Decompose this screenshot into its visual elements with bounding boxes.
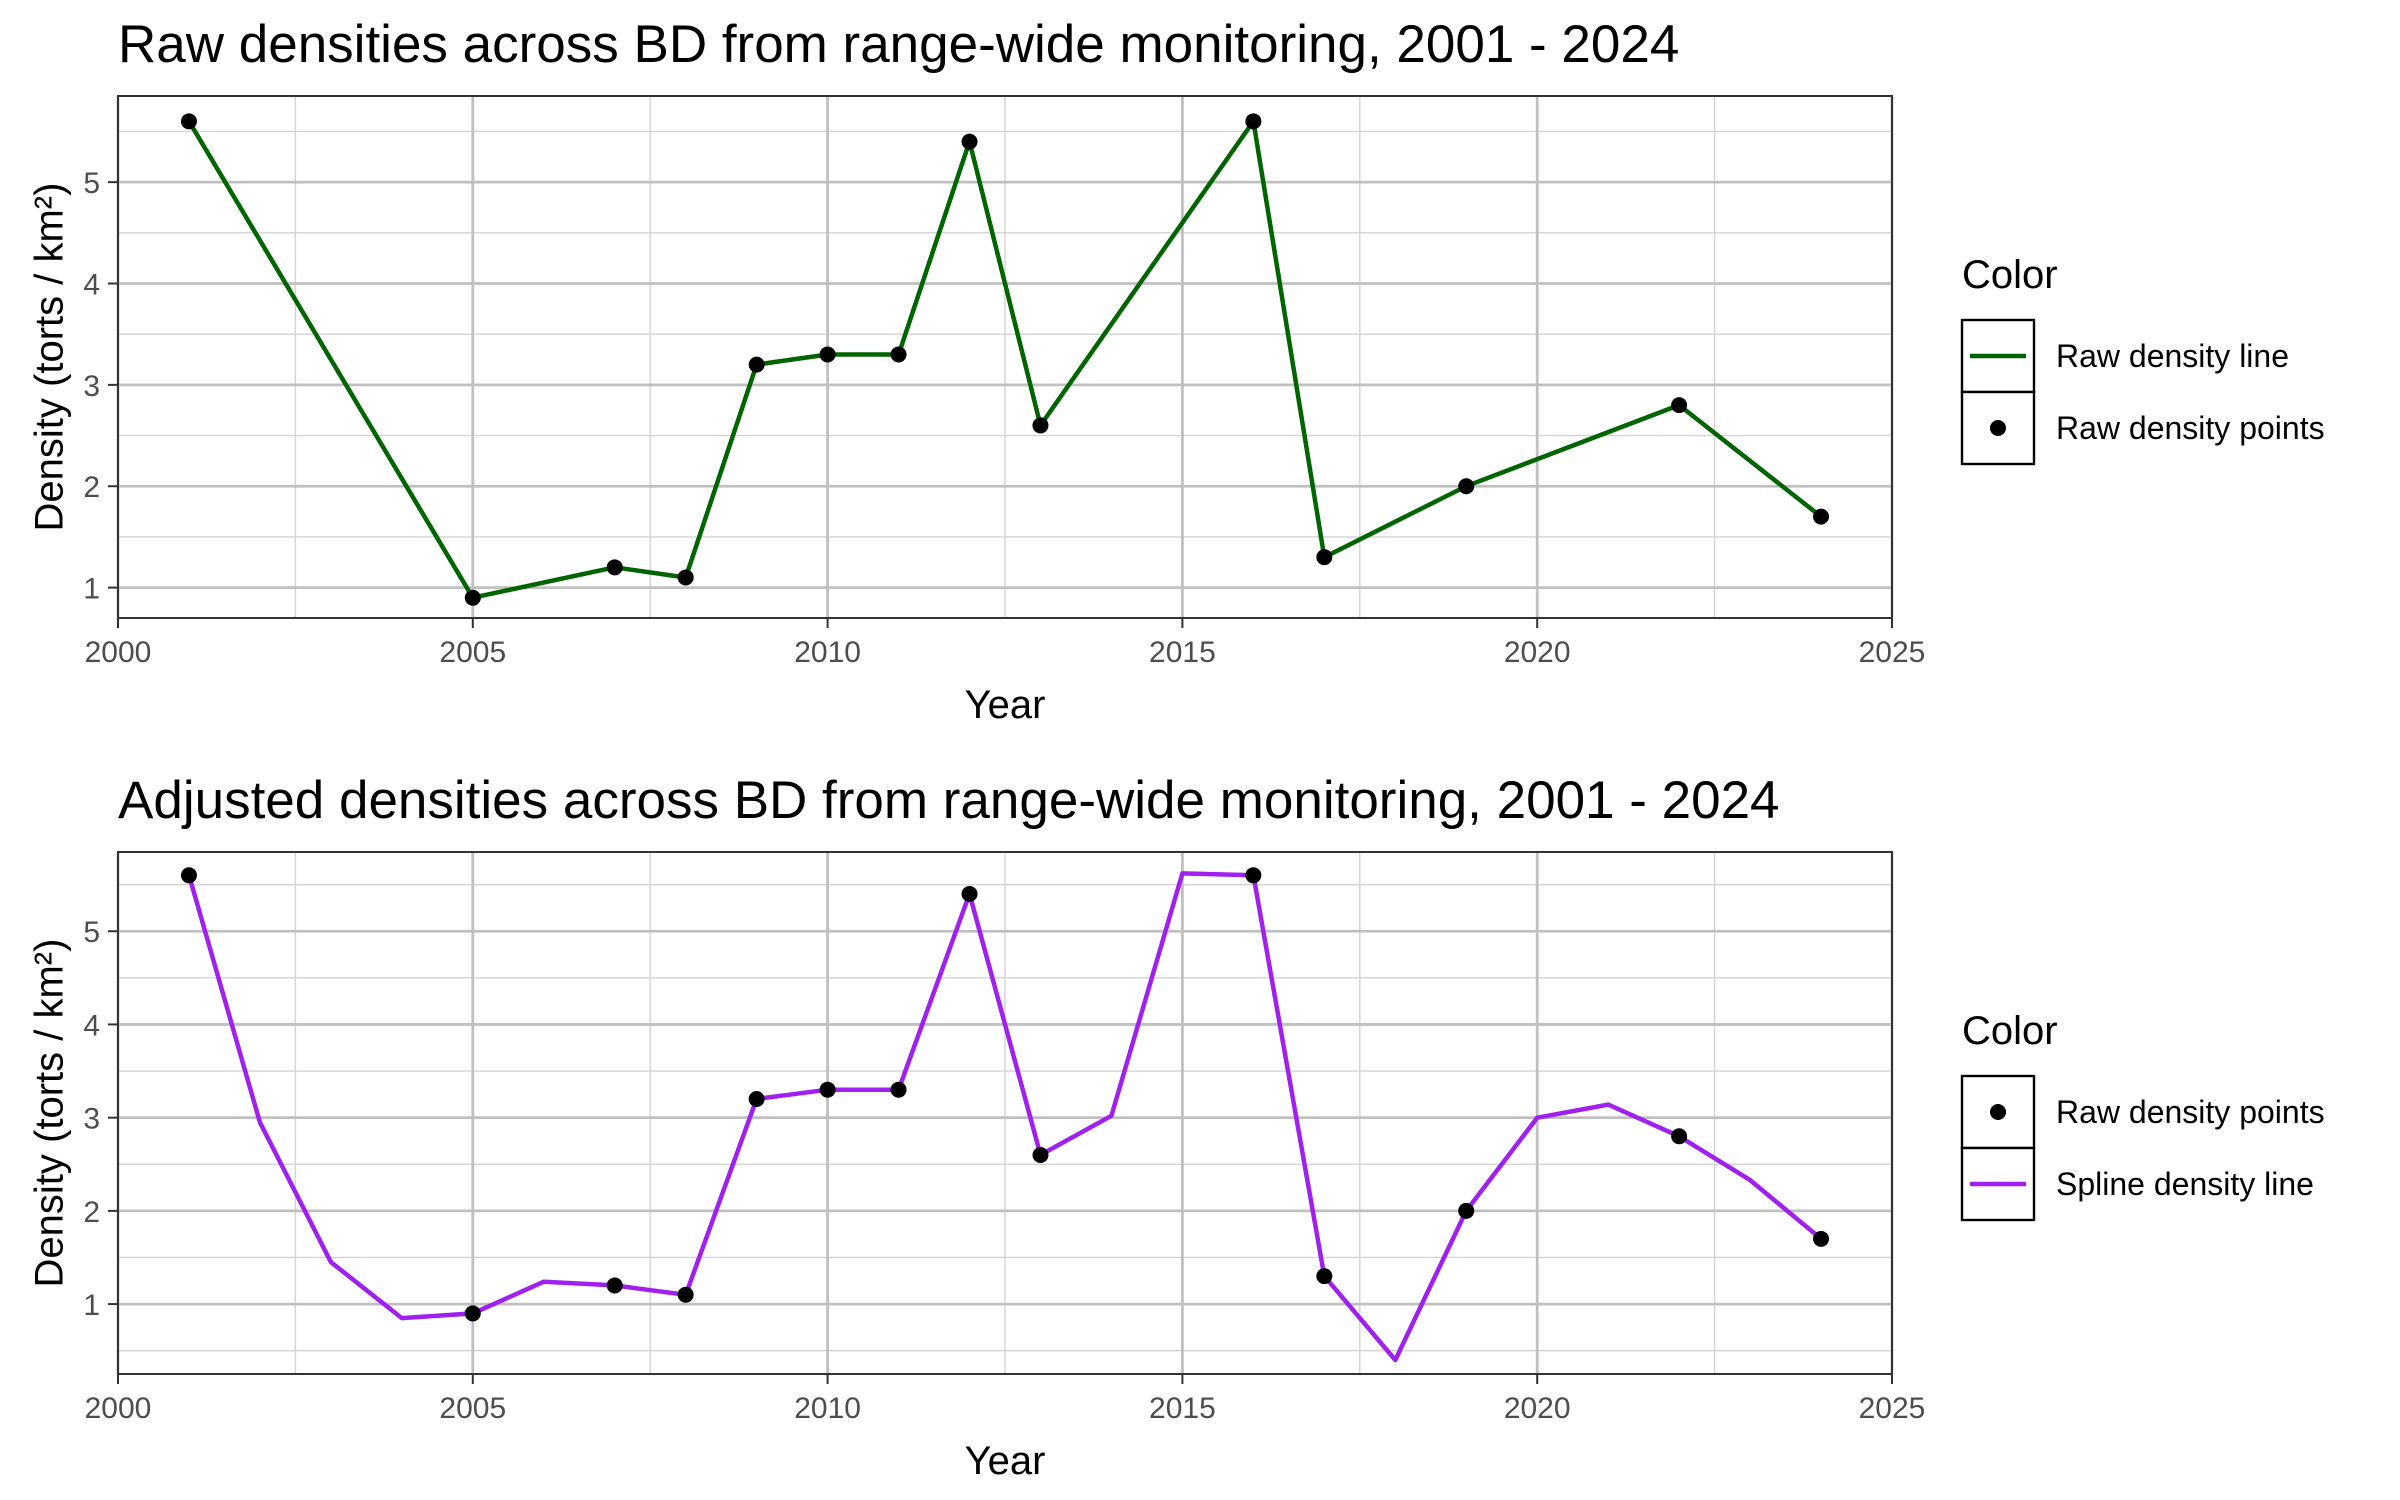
- legend-label: Raw density points: [2056, 1094, 2325, 1130]
- x-axis-ticks: 2000 2005 2010 2015 2020 2025: [85, 618, 1926, 669]
- x-axis-title: Year: [965, 1439, 1046, 1483]
- plot-border: [117, 851, 1893, 1375]
- legend-title: Color: [1962, 1009, 2058, 1053]
- x-axis-title: Year: [965, 683, 1046, 727]
- y-tick-label: 1: [83, 573, 100, 606]
- legend-item: Raw density points: [1960, 1074, 2325, 1150]
- y-axis-title: Density (torts / km²): [28, 183, 72, 532]
- data-point: [961, 885, 978, 902]
- y-tick-label: 4: [83, 1009, 100, 1042]
- y-tick-label: 3: [83, 1103, 100, 1136]
- x-tick-label: 2020: [1504, 1392, 1571, 1425]
- data-point: [819, 1081, 836, 1098]
- data-point: [890, 1081, 907, 1098]
- data-point: [677, 1286, 694, 1303]
- y-axis-ticks: 1 2 3 4 5: [83, 916, 118, 1322]
- data-point: [1245, 113, 1262, 130]
- x-tick-label: 2010: [794, 636, 861, 669]
- data-point: [1032, 417, 1049, 434]
- x-tick-label: 2020: [1504, 636, 1571, 669]
- legend-items: Raw density points Spline density line: [1960, 1074, 2325, 1222]
- x-tick-label: 2000: [85, 636, 152, 669]
- data-point: [180, 867, 197, 884]
- x-tick-label: 2025: [1859, 636, 1926, 669]
- y-tick-label: 5: [83, 916, 100, 949]
- legend-label: Raw density points: [2056, 410, 2325, 446]
- data-point: [464, 1305, 481, 1322]
- data-point: [464, 589, 481, 606]
- y-tick-label: 2: [83, 471, 100, 504]
- data-point: [606, 1277, 623, 1294]
- y-tick-label: 1: [83, 1289, 100, 1322]
- plot-border: [117, 95, 1893, 619]
- data-point: [180, 113, 197, 130]
- data-point: [1316, 1268, 1333, 1285]
- data-point: [677, 569, 694, 586]
- y-tick-label: 4: [83, 269, 100, 302]
- gridlines: [116, 96, 1894, 618]
- legend: Color Raw density points Spline density l…: [1960, 1009, 2325, 1222]
- x-tick-label: 2000: [85, 1392, 152, 1425]
- adjusted-density-panel: Adjusted densities across BD from range-…: [28, 771, 2325, 1483]
- x-axis-ticks: 2000 2005 2010 2015 2020 2025: [85, 1374, 1926, 1425]
- data-point: [1245, 867, 1262, 884]
- data-point: [890, 346, 907, 363]
- data-point: [1813, 1230, 1830, 1247]
- series-line: [187, 119, 1823, 600]
- x-tick-label: 2005: [439, 1392, 506, 1425]
- legend-item: Raw density line: [1960, 318, 2289, 394]
- legend: Color Raw density line Raw density points: [1960, 253, 2325, 466]
- data-point: [1458, 1202, 1475, 1219]
- legend-point-swatch: [1990, 1104, 2006, 1120]
- x-tick-label: 2010: [794, 1392, 861, 1425]
- data-point: [1813, 508, 1830, 525]
- series-layer: [180, 867, 1830, 1363]
- y-axis-title: Density (torts / km²): [28, 939, 72, 1288]
- data-point: [1032, 1146, 1049, 1163]
- x-tick-label: 2025: [1859, 1392, 1926, 1425]
- legend-label: Spline density line: [2056, 1166, 2314, 1202]
- y-axis-ticks: 1 2 3 4 5: [83, 167, 118, 606]
- legend-label: Raw density line: [2056, 338, 2289, 374]
- data-point: [1671, 397, 1688, 414]
- legend-title: Color: [1962, 253, 2058, 297]
- legend-item: Raw density points: [1960, 390, 2325, 466]
- chart-title: Adjusted densities across BD from range-…: [118, 771, 1780, 830]
- data-point: [606, 559, 623, 576]
- data-point: [748, 1091, 765, 1108]
- y-tick-label: 3: [83, 370, 100, 403]
- legend-item: Spline density line: [1960, 1146, 2314, 1222]
- y-tick-label: 2: [83, 1196, 100, 1229]
- series-layer: [180, 113, 1830, 606]
- data-point: [1458, 478, 1475, 495]
- x-tick-label: 2015: [1149, 1392, 1216, 1425]
- y-tick-label: 5: [83, 167, 100, 200]
- x-tick-label: 2005: [439, 636, 506, 669]
- data-point: [748, 356, 765, 373]
- legend-point-swatch: [1990, 420, 2006, 436]
- data-point: [961, 133, 978, 150]
- legend-items: Raw density line Raw density points: [1960, 318, 2325, 466]
- x-tick-label: 2015: [1149, 636, 1216, 669]
- chart-title: Raw densities across BD from range-wide …: [118, 15, 1679, 74]
- data-point: [819, 346, 836, 363]
- data-point: [1316, 549, 1333, 566]
- data-point: [1671, 1128, 1688, 1145]
- raw-density-panel: Raw densities across BD from range-wide …: [28, 15, 2325, 727]
- series-line: [186, 871, 1823, 1363]
